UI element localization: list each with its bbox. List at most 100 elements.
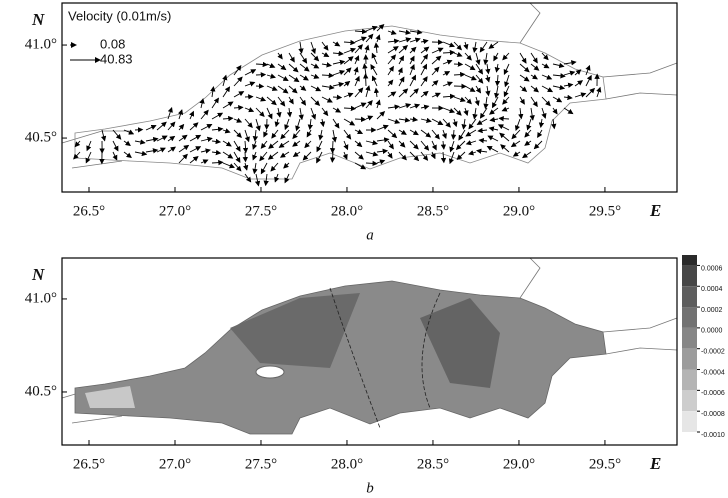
velocity-arrow	[189, 122, 199, 131]
coastline	[519, 2, 541, 44]
velocity-arrow	[177, 109, 184, 120]
velocity-arrow	[189, 156, 199, 164]
velocity-arrow	[483, 52, 489, 66]
velocity-arrow	[354, 44, 363, 54]
x-tick-label: 29.5°	[589, 456, 621, 472]
sea-outline	[74, 25, 607, 180]
velocity-arrow	[284, 118, 290, 131]
velocity-arrow	[585, 64, 591, 76]
velocity-arrow	[420, 53, 429, 65]
velocity-arrow	[494, 85, 500, 99]
velocity-arrow	[503, 85, 510, 98]
velocity-arrow	[376, 23, 385, 32]
velocity-arrow	[398, 151, 407, 161]
velocity-arrow	[123, 140, 131, 147]
velocity-arrow	[387, 65, 394, 76]
velocity-arrow	[387, 29, 397, 35]
velocity-arrow	[541, 96, 551, 107]
velocity-arrow	[156, 147, 166, 153]
velocity-arrow	[530, 74, 538, 80]
velocity-arrow	[310, 41, 316, 55]
velocity-arrow	[310, 52, 320, 62]
x-axis-label: E	[649, 454, 661, 473]
x-tick-label: 28.5°	[417, 456, 449, 472]
velocity-arrow	[450, 129, 457, 140]
velocity-arrow	[522, 151, 532, 159]
velocity-arrow	[233, 91, 245, 98]
caption: b	[366, 480, 374, 496]
velocity-arrow	[145, 124, 157, 131]
velocity-arrow	[343, 92, 354, 98]
velocity-arrow	[448, 151, 455, 165]
velocity-arrow	[464, 85, 476, 92]
velocity-arrow	[365, 115, 374, 121]
velocity-arrow	[354, 102, 367, 109]
velocity-arrow	[431, 140, 437, 151]
velocity-arrow	[563, 82, 574, 88]
velocity-arrow	[178, 153, 188, 164]
velocity-arrow	[243, 162, 249, 171]
velocity-arrow	[189, 110, 195, 120]
velocity-arrow	[420, 140, 430, 151]
velocity-arrow	[178, 134, 188, 142]
velocity-arrow	[538, 118, 545, 128]
velocity-arrow	[483, 96, 489, 110]
velocity-arrow	[266, 73, 276, 79]
velocity-arrow	[310, 107, 317, 120]
velocity-arrow	[463, 107, 469, 116]
velocity-arrow	[277, 74, 289, 81]
velocity-arrow	[398, 29, 412, 35]
velocity-arrow	[430, 151, 436, 160]
velocity-arrow	[332, 69, 346, 76]
velocity-arrow	[371, 52, 378, 65]
velocity-arrow	[375, 99, 381, 109]
velocity-arrow	[365, 151, 379, 157]
colorbar-swatch	[682, 307, 697, 328]
velocity-arrow	[503, 63, 510, 75]
velocity-arrow	[321, 41, 329, 51]
velocity-arrow	[343, 39, 356, 46]
velocity-arrow	[494, 63, 500, 73]
velocity-arrow	[530, 63, 540, 71]
velocity-arrow	[233, 117, 243, 123]
velocity-arrow	[442, 107, 456, 114]
velocity-arrow	[563, 107, 574, 115]
velocity-arrow	[254, 173, 261, 187]
velocity-arrow	[441, 129, 447, 140]
velocity-arrow	[529, 107, 535, 121]
velocity-arrow	[465, 129, 477, 137]
velocity-arrow	[332, 41, 341, 47]
coastline	[519, 257, 541, 299]
velocity-arrow	[541, 107, 547, 119]
velocity-arrow	[511, 129, 521, 140]
velocity-arrow	[332, 94, 343, 100]
velocity-arrow	[260, 162, 268, 175]
velocity-arrow	[316, 140, 323, 153]
velocity-arrow	[596, 86, 602, 98]
velocity-arrow	[276, 107, 282, 118]
velocity-arrow	[387, 151, 393, 159]
velocity-arrow	[398, 117, 411, 123]
x-tick-label: 27.5°	[245, 456, 277, 472]
velocity-arrow	[200, 136, 213, 142]
velocity-arrow	[279, 151, 290, 158]
velocity-arrow	[472, 107, 478, 120]
velocity-arrow	[431, 47, 444, 54]
velocity-arrow	[524, 140, 532, 146]
velocity-arrow	[310, 73, 320, 79]
velocity-arrow	[475, 74, 484, 84]
velocity-arrow	[365, 25, 378, 32]
velocity-arrow	[537, 129, 543, 139]
colorbar-swatch	[682, 390, 697, 412]
velocity-arrow	[398, 44, 408, 54]
velocity-arrow	[365, 85, 371, 98]
velocity-arrow	[222, 101, 234, 109]
x-tick-label: 27.0°	[159, 456, 191, 472]
velocity-arrow	[493, 52, 499, 62]
velocity-arrow	[310, 96, 321, 106]
colorbar-swatch	[682, 411, 697, 432]
velocity-arrow	[331, 129, 338, 143]
velocity-arrow	[476, 118, 488, 125]
velocity-arrow	[478, 137, 488, 144]
velocity-arrow	[375, 34, 381, 43]
